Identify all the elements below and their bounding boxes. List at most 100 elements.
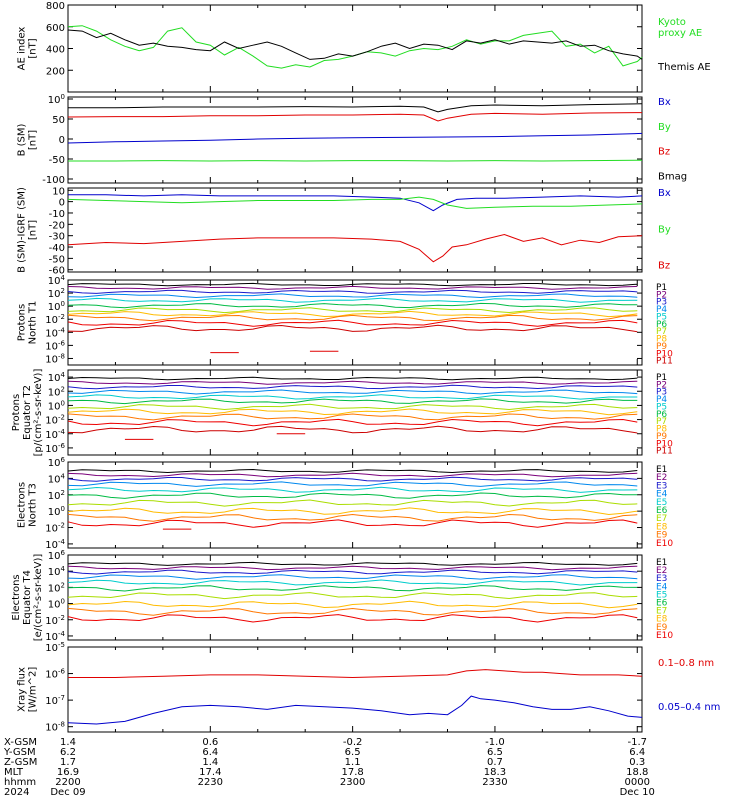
series-line-4-1 [67, 380, 638, 385]
y-tick-label-5-2: 100 [48, 505, 65, 518]
y-tick-label-2-7: 10 [52, 186, 65, 197]
series-line-7-0 [68, 669, 643, 679]
legend-6-8: E9 [656, 623, 668, 633]
series-line-3-5 [67, 302, 638, 309]
panel-frame-3 [67, 279, 643, 366]
y-tick-label-7-1: 10-7 [45, 694, 65, 707]
y-axis-label-0-0: AE index [17, 27, 28, 71]
y-tick-label-6-1: 10-2 [45, 614, 65, 627]
series-line-3-9 [67, 319, 638, 327]
x-value-4-1: 6.4 [629, 747, 645, 758]
series-line-0-1 [67, 29, 643, 60]
x-value-2-1: 6.5 [345, 747, 361, 758]
y-tick-label-4-0: 10-6 [45, 442, 65, 455]
y-tick-label-4-4: 102 [48, 385, 65, 398]
series-line-3-2 [67, 289, 638, 294]
y-tick-label-7-2: 10-6 [45, 668, 65, 681]
series-line-3-4 [67, 297, 638, 303]
y-axis-label-7-0: Xray flux [17, 667, 28, 712]
series-line-5-5 [67, 492, 638, 499]
y-tick-label-1-1: -50 [49, 155, 65, 166]
series-line-6-3 [67, 574, 638, 580]
legend-3-8: P9 [656, 342, 667, 352]
x-value-1-0: 0.6 [202, 737, 218, 748]
series-line-1-0 [67, 132, 643, 144]
legend-4-3: P4 [656, 395, 667, 405]
y-tick-label-2-4: -20 [49, 220, 65, 231]
x-value-0-2: 1.7 [60, 757, 76, 768]
x-value-2-0: -0.2 [343, 737, 363, 748]
series-line-6-9 [67, 614, 638, 623]
legend-6-5: E6 [656, 599, 668, 609]
y-tick-label-5-4: 104 [48, 472, 66, 485]
series-line-4-9 [67, 418, 638, 427]
series-line-3-0 [67, 282, 638, 287]
y-axis-label-6-1: Equator T4 [22, 570, 33, 625]
series-line-7-1 [67, 695, 643, 725]
x-value-3-4: 2330 [482, 777, 507, 788]
legend-0-1-0: Themis AE [657, 62, 711, 73]
y-tick-label-3-4: 100 [48, 300, 65, 313]
legend-3-0: P1 [656, 283, 667, 293]
series-line-5-4 [67, 486, 638, 493]
series-line-2-2 [67, 233, 643, 263]
x-row-label-3: MLT [4, 767, 24, 778]
y-tick-label-6-4: 104 [48, 565, 66, 578]
x-value-1-2: 1.4 [202, 757, 218, 768]
series-line-1-3 [68, 103, 643, 113]
series-line-6-5 [67, 585, 638, 592]
x-value-3-3: 18.3 [484, 767, 506, 778]
y-axis-label-7-1: [W/m^2] [28, 667, 39, 713]
y-tick-label-5-5: 106 [48, 456, 66, 469]
x-value-0-3: 16.9 [57, 767, 79, 778]
legend-4-4: P5 [656, 402, 667, 412]
series-line-3-6 [67, 307, 638, 314]
legend-2-2-0: Bz [658, 261, 670, 272]
y-tick-label-7-0: 10-8 [45, 721, 65, 734]
series-line-3-3 [67, 293, 638, 299]
y-tick-label-2-0: -60 [49, 266, 65, 277]
y-tick-label-2-2: -40 [49, 243, 65, 254]
x-value-4-3: 18.8 [626, 767, 648, 778]
series-line-1-1 [68, 159, 643, 162]
x-value-0-5: Dec 09 [50, 787, 85, 798]
y-axis-label-4-0: Protons [11, 394, 22, 431]
series-line-5-1 [67, 472, 638, 478]
y-tick-label-0-4: 800 [46, 1, 65, 12]
legend-5-3: E4 [656, 490, 668, 500]
y-tick-label-1-0: -100 [42, 175, 65, 186]
legend-1-3-0: Bmag [658, 171, 687, 182]
legend-5-5: E6 [656, 506, 668, 516]
series-line-2-0 [68, 194, 643, 212]
x-value-3-0: -1.0 [485, 737, 505, 748]
legend-4-7: P8 [656, 425, 667, 435]
legend-4-1: P2 [656, 380, 667, 390]
y-tick-label-7-3: 10-5 [45, 641, 65, 654]
y-axis-label-4-1: Equator T2 [22, 385, 33, 440]
series-line-4-5 [67, 398, 638, 405]
panel-frame-2 [67, 187, 643, 273]
legend-6-9: E10 [656, 631, 673, 641]
x-value-4-2: 0.3 [629, 757, 645, 768]
y-axis-label-1-1: [nT] [28, 130, 39, 150]
y-axis-label-1-0: B (SM) [17, 123, 28, 156]
legend-4-0: P1 [656, 373, 667, 383]
legend-3-9: P10 [656, 349, 673, 359]
panel-frame-7 [67, 646, 643, 733]
y-axis-label-5-0: Electrons [17, 482, 28, 528]
legend-3-10: P11 [656, 357, 673, 367]
y-axis-label-6-2: [e/(cm²-s-sr-keV)] [33, 554, 44, 642]
y-tick-label-4-3: 100 [48, 399, 65, 412]
legend-0-0-0: Kyoto [658, 17, 686, 28]
legend-4-8: P9 [656, 432, 667, 442]
x-value-4-5: Dec 10 [620, 787, 655, 798]
x-row-label-4: hhmm [4, 777, 36, 788]
x-value-4-4: 0000 [625, 777, 650, 788]
y-tick-label-3-0: 10-8 [45, 352, 65, 365]
y-tick-label-1-3: 50 [52, 115, 65, 126]
y-tick-label-0-1: 200 [46, 66, 65, 77]
y-tick-label-5-1: 10-2 [45, 522, 65, 535]
y-tick-label-2-5: -10 [49, 209, 65, 220]
series-line-6-6 [67, 592, 638, 600]
legend-1-2-0: Bz [658, 147, 670, 158]
